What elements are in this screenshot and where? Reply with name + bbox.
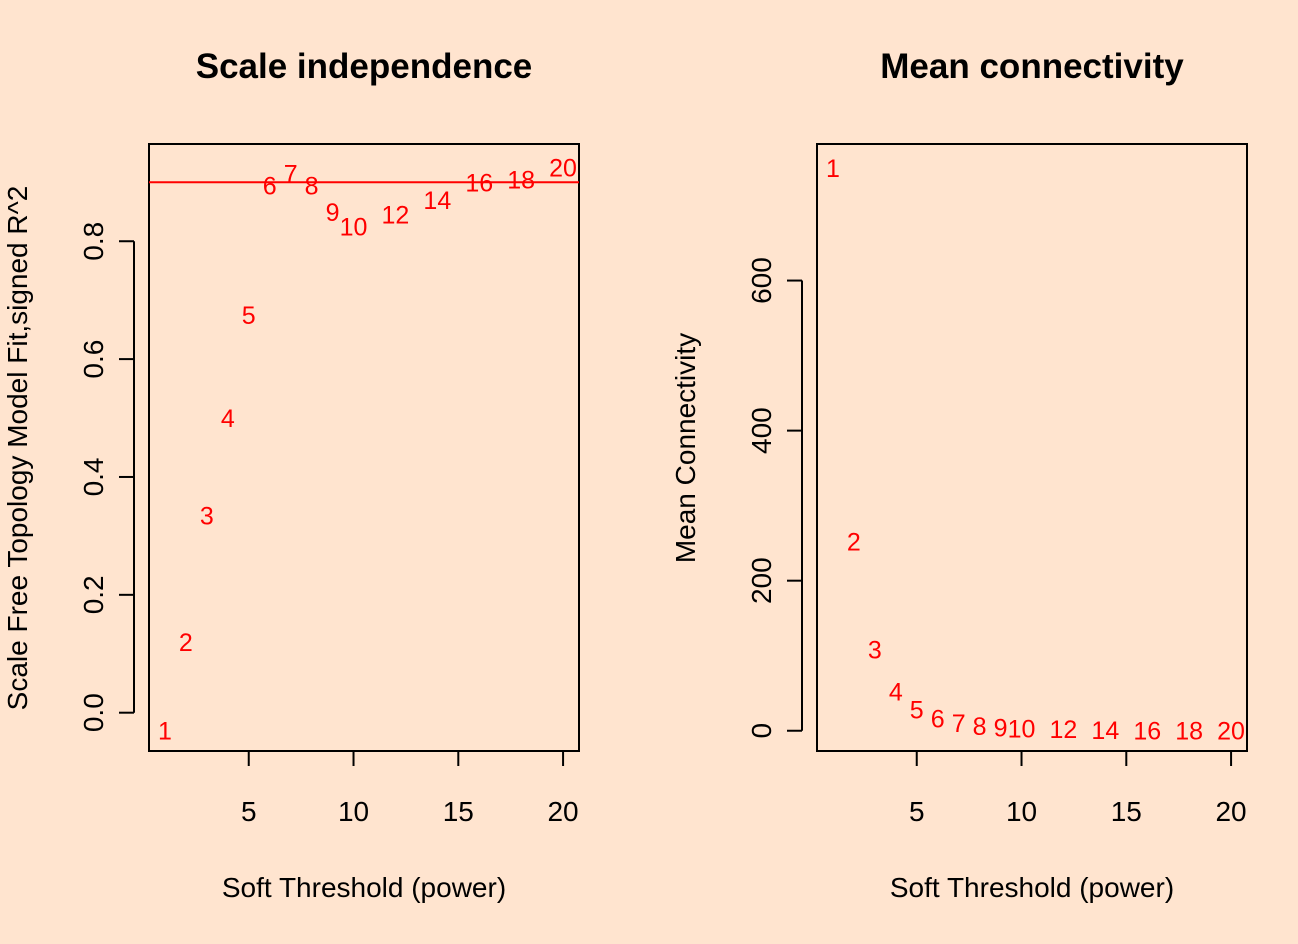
y-tick-label: 600: [746, 257, 777, 304]
point-label: 1: [826, 155, 840, 183]
point-label: 10: [1008, 715, 1036, 743]
point-label: 1: [158, 717, 172, 745]
panel-mean-connectivity: Mean connectivity Soft Threshold (power)…: [670, 47, 1248, 903]
x-tick-label: 5: [241, 796, 257, 827]
y-axis-label: Mean Connectivity: [670, 333, 701, 563]
point-label: 20: [1217, 718, 1245, 746]
point-label: 3: [868, 637, 882, 665]
point-label: 8: [973, 713, 987, 741]
x-tick-label: 5: [909, 796, 925, 827]
y-tick-label: 0.8: [78, 222, 109, 261]
x-axis: 5 10 15 20: [241, 750, 579, 827]
point-label: 9: [994, 715, 1008, 743]
point-label: 3: [200, 502, 214, 530]
panel-title: Mean connectivity: [880, 47, 1184, 86]
point-label: 7: [284, 160, 298, 188]
point-label: 12: [1050, 716, 1078, 744]
point-label: 20: [549, 155, 577, 183]
point-label: 2: [847, 529, 861, 557]
point-label: 5: [910, 697, 924, 725]
point-label: 18: [507, 166, 535, 194]
y-axis-label: Scale Free Topology Model Fit,signed R^2: [2, 186, 33, 711]
y-axis: 0.0 0.2 0.4 0.6 0.8: [78, 222, 135, 732]
x-axis: 5 10 15 20: [909, 750, 1247, 827]
point-label: 2: [179, 629, 193, 657]
x-tick-label: 20: [547, 796, 578, 827]
x-tick-label: 20: [1215, 796, 1246, 827]
point-label: 6: [263, 172, 277, 200]
point-label: 9: [326, 199, 340, 227]
y-tick-label: 0.0: [78, 693, 109, 732]
panel-scale-independence: Scale independence Soft Threshold (power…: [2, 47, 580, 903]
point-label: 6: [931, 706, 945, 734]
x-tick-label: 10: [1006, 796, 1037, 827]
point-label: 14: [423, 187, 451, 215]
point-label: 10: [340, 214, 368, 242]
x-axis-label: Soft Threshold (power): [890, 872, 1174, 903]
point-label: 4: [889, 679, 903, 707]
y-tick-label: 400: [746, 407, 777, 454]
point-label: 7: [952, 710, 966, 738]
y-axis: 0 200 400 600: [746, 257, 803, 739]
point-label: 8: [305, 172, 319, 200]
y-tick-label: 0.6: [78, 340, 109, 379]
y-tick-label: 0: [746, 723, 777, 739]
y-tick-label: 0.4: [78, 457, 109, 496]
x-tick-label: 15: [443, 796, 474, 827]
point-label: 16: [1133, 717, 1161, 745]
x-tick-label: 15: [1111, 796, 1142, 827]
point-label: 5: [242, 302, 256, 330]
y-tick-label: 200: [746, 557, 777, 604]
point-label: 16: [465, 169, 493, 197]
x-axis-label: Soft Threshold (power): [222, 872, 506, 903]
point-label: 12: [382, 202, 410, 230]
point-label: 4: [221, 405, 235, 433]
point-label: 14: [1091, 717, 1119, 745]
panel-title: Scale independence: [196, 47, 533, 86]
point-label: 18: [1175, 718, 1203, 746]
y-tick-label: 0.2: [78, 575, 109, 614]
x-tick-label: 10: [338, 796, 369, 827]
